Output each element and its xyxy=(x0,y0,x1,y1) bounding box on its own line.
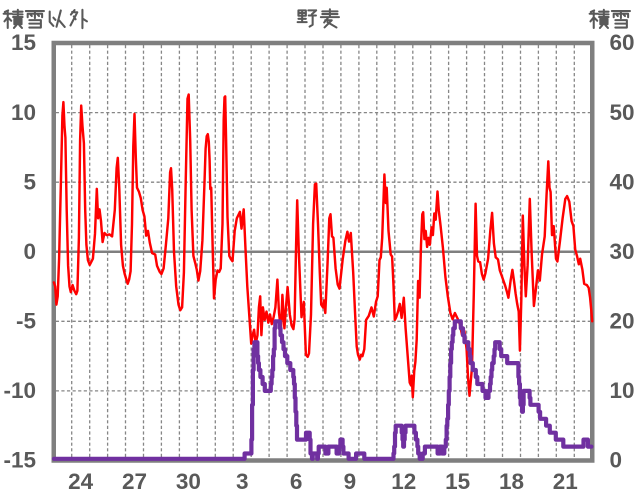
svg-text:24: 24 xyxy=(68,469,94,494)
svg-text:27: 27 xyxy=(122,469,147,494)
svg-text:9: 9 xyxy=(344,469,357,494)
svg-text:20: 20 xyxy=(610,309,635,334)
svg-text:5: 5 xyxy=(23,169,36,194)
svg-text:0: 0 xyxy=(23,239,36,264)
svg-text:15: 15 xyxy=(445,469,470,494)
svg-text:30: 30 xyxy=(610,239,635,264)
svg-text:10: 10 xyxy=(610,378,635,403)
svg-text:-5: -5 xyxy=(16,309,36,334)
svg-text:50: 50 xyxy=(610,100,635,125)
svg-text:10: 10 xyxy=(11,100,36,125)
svg-text:60: 60 xyxy=(610,30,635,55)
svg-text:-15: -15 xyxy=(3,448,36,473)
svg-text:40: 40 xyxy=(610,169,635,194)
svg-text:12: 12 xyxy=(391,469,416,494)
svg-text:6: 6 xyxy=(290,469,303,494)
svg-text:21: 21 xyxy=(553,469,578,494)
svg-text:18: 18 xyxy=(499,469,524,494)
svg-text:30: 30 xyxy=(176,469,201,494)
svg-text:3: 3 xyxy=(236,469,249,494)
svg-text:15: 15 xyxy=(11,30,36,55)
svg-text:-10: -10 xyxy=(3,378,36,403)
svg-text:0: 0 xyxy=(610,448,623,473)
